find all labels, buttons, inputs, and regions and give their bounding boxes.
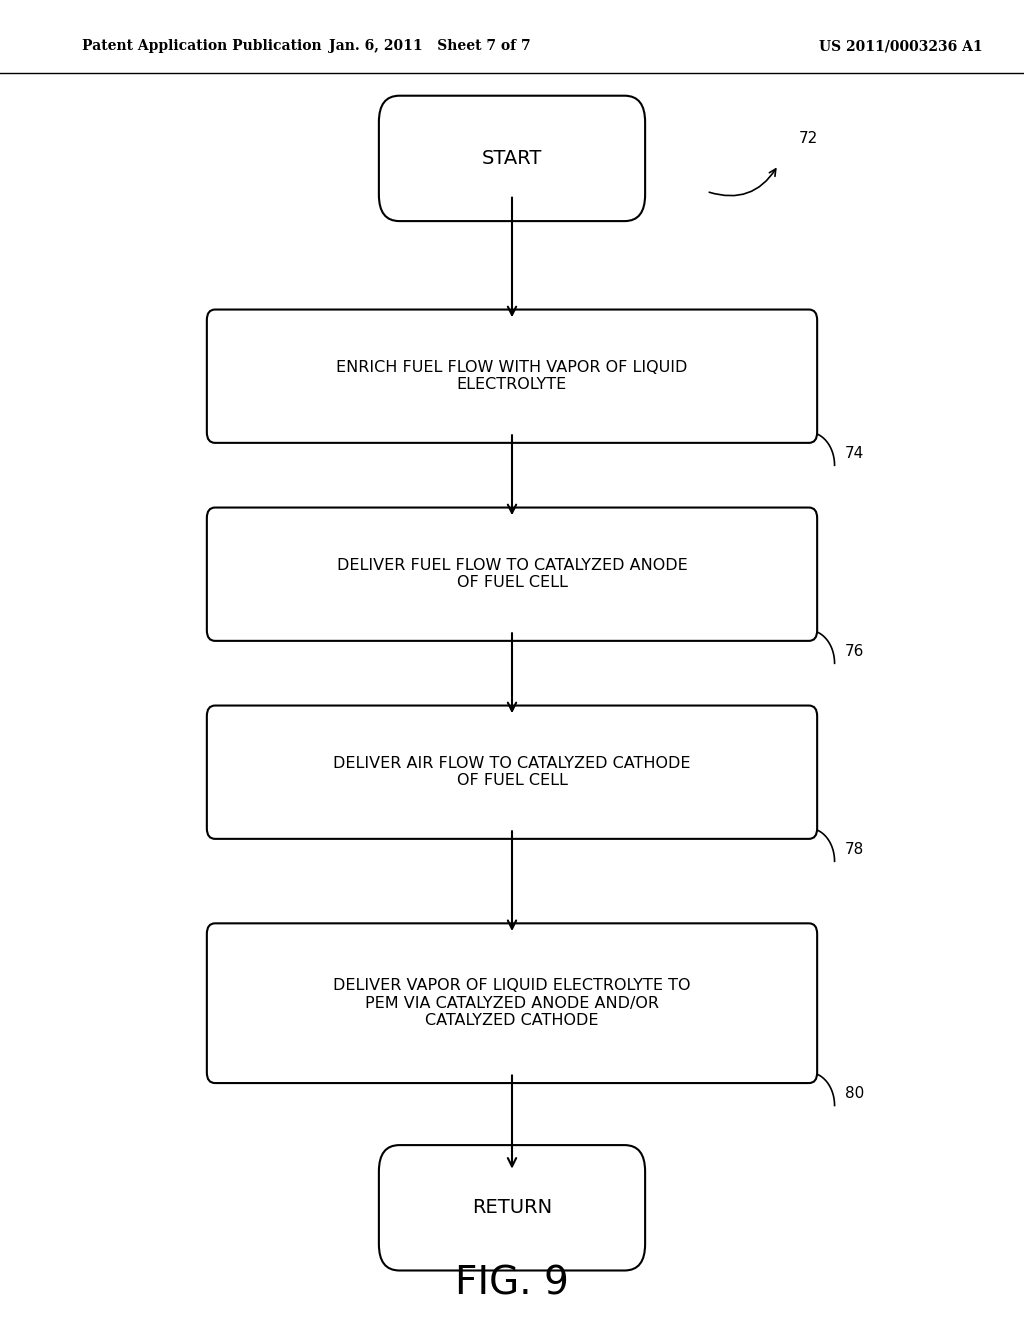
- Text: US 2011/0003236 A1: US 2011/0003236 A1: [819, 40, 983, 53]
- Text: RETURN: RETURN: [472, 1199, 552, 1217]
- Text: 80: 80: [845, 1085, 864, 1101]
- Text: ENRICH FUEL FLOW WITH VAPOR OF LIQUID
ELECTROLYTE: ENRICH FUEL FLOW WITH VAPOR OF LIQUID EL…: [336, 360, 688, 392]
- Text: DELIVER FUEL FLOW TO CATALYZED ANODE
OF FUEL CELL: DELIVER FUEL FLOW TO CATALYZED ANODE OF …: [337, 558, 687, 590]
- Text: 72: 72: [799, 131, 818, 147]
- FancyBboxPatch shape: [207, 310, 817, 444]
- Text: FIG. 9: FIG. 9: [455, 1265, 569, 1302]
- Text: 74: 74: [845, 446, 864, 461]
- FancyBboxPatch shape: [207, 924, 817, 1082]
- Text: START: START: [482, 149, 542, 168]
- FancyBboxPatch shape: [379, 96, 645, 220]
- Text: DELIVER AIR FLOW TO CATALYZED CATHODE
OF FUEL CELL: DELIVER AIR FLOW TO CATALYZED CATHODE OF…: [333, 756, 691, 788]
- Text: 76: 76: [845, 644, 864, 659]
- Text: DELIVER VAPOR OF LIQUID ELECTROLYTE TO
PEM VIA CATALYZED ANODE AND/OR
CATALYZED : DELIVER VAPOR OF LIQUID ELECTROLYTE TO P…: [333, 978, 691, 1028]
- Text: Patent Application Publication: Patent Application Publication: [82, 40, 322, 53]
- FancyBboxPatch shape: [207, 508, 817, 642]
- Text: Jan. 6, 2011   Sheet 7 of 7: Jan. 6, 2011 Sheet 7 of 7: [330, 40, 530, 53]
- FancyBboxPatch shape: [207, 705, 817, 840]
- FancyBboxPatch shape: [379, 1144, 645, 1270]
- Text: 78: 78: [845, 842, 864, 857]
